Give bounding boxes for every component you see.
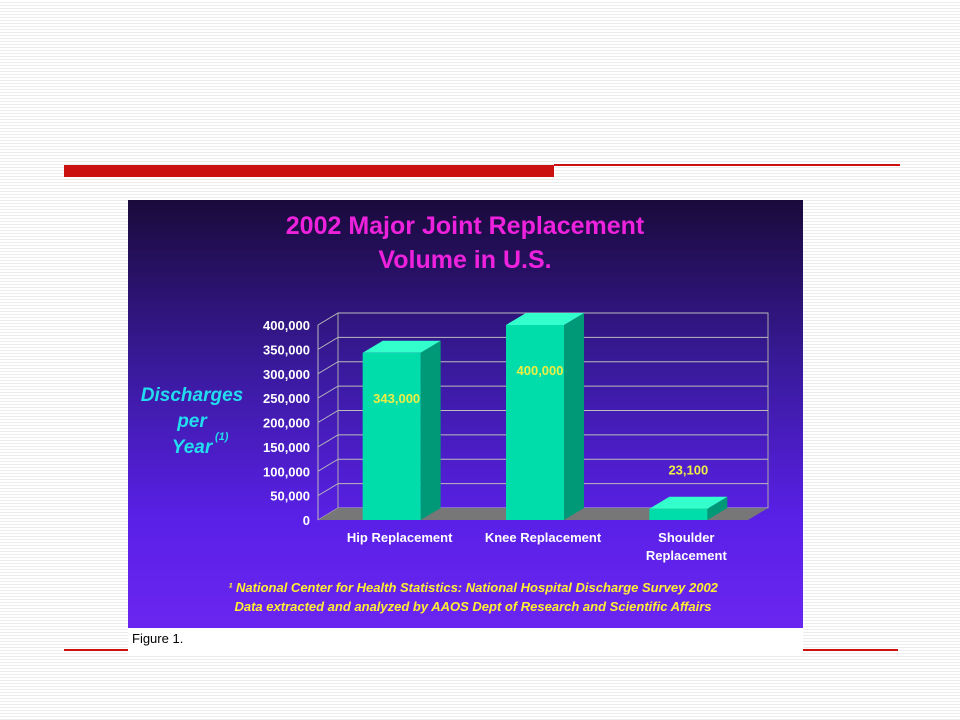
slide-bottom-rule-right [802, 649, 898, 651]
grid-diagonal [317, 336, 339, 350]
y-tick-label: 400,000 [263, 318, 310, 333]
figure-caption: Figure 1. [132, 631, 184, 646]
x-tick-label: Knee Replacement [485, 530, 602, 545]
bar-top [362, 340, 441, 353]
bar-value-label: 400,000 [517, 363, 564, 378]
grid-diagonal [317, 410, 339, 423]
y-tick-label: 100,000 [263, 464, 310, 479]
y-axis-label-line: per [176, 411, 208, 432]
bar-value-label: 343,000 [373, 391, 420, 406]
grid-diagonal [317, 458, 339, 472]
y-tick-label: 150,000 [263, 440, 310, 455]
x-tick-label-line2: Replacement [646, 548, 728, 563]
bar [506, 325, 564, 520]
bar [649, 508, 708, 520]
bar-side [564, 313, 584, 520]
y-tick-label: 50,000 [270, 489, 310, 504]
y-tick-label: 250,000 [263, 391, 310, 406]
slide-bottom-rule-left [64, 649, 128, 651]
grid-diagonal [317, 385, 339, 399]
slide-accent-bar [64, 165, 554, 177]
bar-side [420, 340, 441, 520]
x-tick-label: Shoulder [658, 530, 714, 545]
bar-value-label: 23,100 [668, 463, 708, 478]
y-tick-label: 0 [303, 513, 310, 528]
chart-footnote: ¹ National Center for Health Statistics:… [228, 580, 719, 595]
x-tick-label: Hip Replacement [347, 530, 453, 545]
grid-diagonal [317, 434, 339, 448]
y-tick-label: 200,000 [263, 416, 310, 431]
y-tick-label: 350,000 [263, 342, 310, 357]
bar-chart: 2002 Major Joint Replacement Volume in U.… [141, 212, 769, 614]
slide-accent-rule [554, 164, 900, 166]
y-axis-label-line: Year [172, 437, 214, 458]
bar-top [506, 313, 584, 325]
chart-slide: 2002 Major Joint Replacement Volume in U.… [128, 200, 803, 628]
chart-title-line: Volume in U.S. [378, 246, 551, 274]
bar-top [649, 496, 728, 509]
figure: 2002 Major Joint Replacement Volume in U.… [128, 200, 803, 656]
grid-diagonal [317, 312, 339, 326]
chart-footnote: Data extracted and analyzed by AAOS Dept… [234, 599, 711, 614]
bar [362, 352, 421, 520]
bar-side [707, 496, 728, 520]
grid-diagonal [317, 361, 339, 375]
grid-diagonal [317, 483, 339, 497]
chart-title-line: 2002 Major Joint Replacement [286, 212, 645, 240]
y-tick-label: 300,000 [263, 367, 310, 382]
y-axis-label-superscript: (1) [215, 431, 229, 443]
y-axis-label-line: Discharges [141, 385, 243, 406]
